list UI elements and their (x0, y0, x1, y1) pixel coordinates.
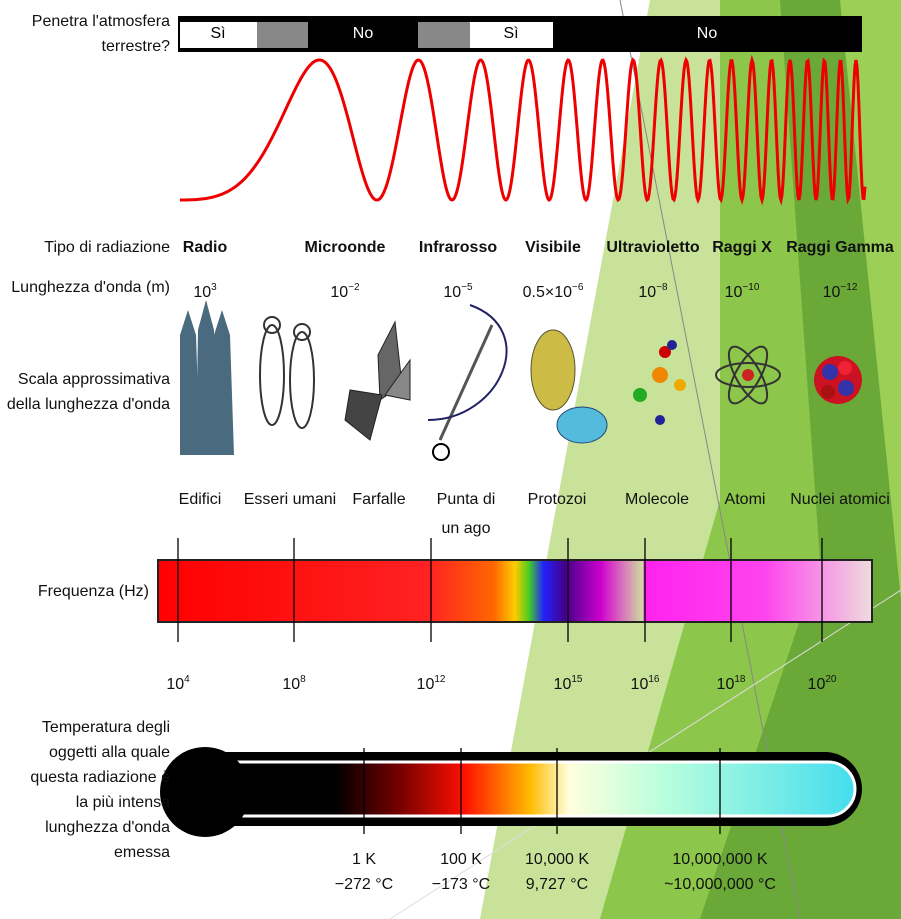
exponent: 12 (434, 674, 445, 685)
object-name: Esseri umani (244, 488, 336, 511)
kelvin: 1 K (352, 848, 376, 871)
row-label: questa radiazione è (30, 766, 170, 789)
text: 10 (808, 676, 826, 693)
celsius: ~10,000,000 °C (664, 873, 776, 896)
radiation-name: Raggi X (712, 236, 772, 259)
exponent: 18 (734, 674, 745, 685)
frequency: 1020 (808, 668, 837, 696)
wavelength: 10−2 (330, 276, 359, 304)
wavelength: 10−12 (823, 276, 858, 304)
frequency: 1015 (554, 668, 583, 696)
exponent: 15 (571, 674, 582, 685)
exponent: 3 (211, 282, 217, 293)
object-name: Farfalle (352, 488, 405, 511)
object-name: un ago (442, 517, 491, 540)
text: 10 (282, 676, 300, 693)
text: 10 (554, 676, 572, 693)
infographic: Penetra l'atmosferaterrestre? Sì No Sì No Tip… (0, 0, 901, 919)
row-label: della lunghezza d'onda (7, 393, 170, 416)
wavelength: 10−8 (638, 276, 667, 304)
radiation-name: Raggi Gamma (786, 236, 894, 259)
text: 10 (725, 284, 743, 301)
radiation-name: Ultravioletto (606, 236, 699, 259)
row-label: Tipo di radiazione (44, 236, 170, 259)
atmosphere-segment: Sì (210, 22, 225, 45)
atmosphere-segment: No (697, 22, 717, 45)
row-label: lunghezza d'onda (45, 816, 170, 839)
row-label: la più intensa (76, 791, 170, 814)
exponent: 16 (648, 674, 659, 685)
text: 10 (443, 284, 461, 301)
wavelength: 10−5 (443, 276, 472, 304)
text: 10 (823, 284, 841, 301)
object-name: Atomi (725, 488, 766, 511)
celsius: 9,727 °C (526, 873, 588, 896)
text: 10 (638, 284, 656, 301)
frequency: 108 (282, 668, 305, 696)
row-label: Frequenza (Hz) (38, 580, 149, 603)
exponent: 4 (184, 674, 190, 685)
exponent: −8 (656, 282, 667, 293)
object-name: Edifici (179, 488, 222, 511)
atmosphere-segment: No (353, 22, 373, 45)
radiation-name: Microonde (305, 236, 386, 259)
frequency: 1016 (631, 668, 660, 696)
thermometer (160, 747, 862, 837)
text: 10 (330, 284, 348, 301)
object-name: Protozoi (528, 488, 587, 511)
wavelength: 0.5×10−6 (523, 276, 584, 304)
atmosphere-bar (178, 16, 862, 52)
wavelength: 10−10 (725, 276, 760, 304)
text: 10 (193, 284, 211, 301)
row-label: Lunghezza d'onda (m) (11, 276, 170, 299)
atmosphere-segment: Sì (503, 22, 518, 45)
radiation-name: Infrarosso (419, 236, 497, 259)
frequency: 104 (166, 668, 189, 696)
object-name: Nuclei atomici (790, 488, 890, 511)
frequency: 1018 (717, 668, 746, 696)
kelvin: 100 K (440, 848, 482, 871)
text: 10 (166, 676, 184, 693)
exponent: −5 (461, 282, 472, 293)
object-name: Punta di (437, 488, 496, 511)
radiation-name: Visibile (525, 236, 581, 259)
exponent: −12 (840, 282, 857, 293)
radiation-name: Radio (183, 236, 227, 259)
celsius: −173 °C (432, 873, 490, 896)
frequency-bar (158, 560, 872, 622)
exponent: −6 (572, 282, 583, 293)
object-name: Molecole (625, 488, 689, 511)
wavelength: 103 (193, 276, 216, 304)
frequency: 1012 (417, 668, 446, 696)
celsius: −272 °C (335, 873, 393, 896)
row-label: oggetti alla quale (49, 741, 170, 764)
row-label: emessa (114, 841, 170, 864)
exponent: 8 (300, 674, 306, 685)
row-label: Scala approssimativa (18, 368, 170, 391)
text: 10 (717, 676, 735, 693)
text: 10 (631, 676, 649, 693)
kelvin: 10,000 K (525, 848, 589, 871)
text: 10 (417, 676, 435, 693)
atmosphere-label: terrestre? (102, 35, 170, 58)
row-label: Temperatura degli (42, 716, 170, 739)
atmosphere-label: Penetra l'atmosfera (32, 10, 170, 33)
kelvin: 10,000,000 K (672, 848, 767, 871)
text: 0.5×10 (523, 284, 572, 301)
exponent: −2 (348, 282, 359, 293)
exponent: −10 (742, 282, 759, 293)
exponent: 20 (825, 674, 836, 685)
